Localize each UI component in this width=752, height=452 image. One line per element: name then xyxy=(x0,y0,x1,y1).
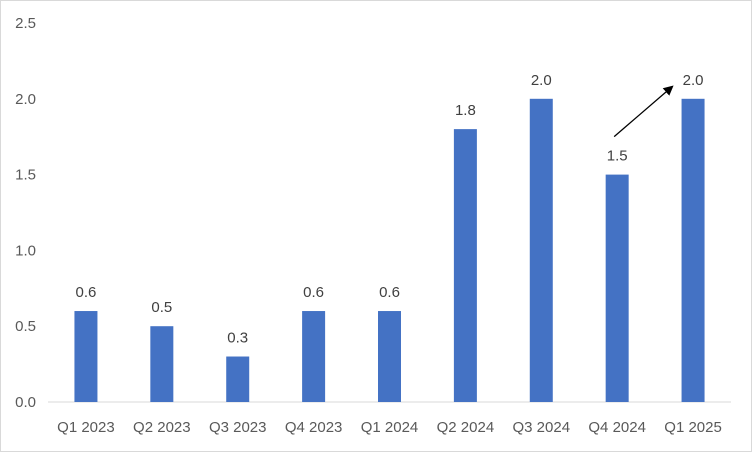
y-tick-label: 1.5 xyxy=(15,167,36,184)
x-tick-label: Q1 2025 xyxy=(664,419,722,436)
x-tick-label: Q1 2024 xyxy=(361,419,419,436)
data-label: 0.3 xyxy=(227,330,248,347)
bar xyxy=(681,98,705,403)
y-axis: 0.0 0.5 1.0 1.5 2.0 2.5 xyxy=(15,15,36,411)
data-label: 0.6 xyxy=(76,284,97,301)
bar xyxy=(302,311,326,402)
data-label: 2.0 xyxy=(531,72,552,89)
y-tick-label: 2.0 xyxy=(15,91,36,108)
y-tick-label: 2.5 xyxy=(15,15,36,32)
bar xyxy=(529,98,553,403)
bar xyxy=(150,326,174,402)
data-label: 1.5 xyxy=(607,148,628,165)
x-tick-label: Q1 2023 xyxy=(57,419,115,436)
y-tick-label: 1.0 xyxy=(15,242,36,259)
y-tick-label: 0.0 xyxy=(15,394,36,411)
x-tick-label: Q3 2024 xyxy=(513,419,571,436)
data-label: 0.6 xyxy=(379,284,400,301)
x-tick-label: Q4 2024 xyxy=(588,419,646,436)
data-label: 0.6 xyxy=(303,284,324,301)
x-tick-label: Q4 2023 xyxy=(285,419,343,436)
bars xyxy=(74,98,705,403)
bar xyxy=(378,311,401,402)
bar xyxy=(453,129,477,402)
data-label: 2.0 xyxy=(683,72,704,89)
x-axis: Q1 2023 Q2 2023 Q3 2023 Q4 2023 Q1 2024 Q2 20… xyxy=(48,401,731,436)
x-tick-label: Q2 2023 xyxy=(133,419,191,436)
bar xyxy=(74,311,98,402)
annotation-arrow xyxy=(613,85,674,138)
annotations xyxy=(613,85,674,138)
data-label: 1.8 xyxy=(455,102,476,119)
data-labels: 0.6 0.5 0.3 0.6 0.6 1.8 2.0 1.5 2.0 xyxy=(76,72,704,347)
y-tick-label: 0.5 xyxy=(15,318,36,335)
bar xyxy=(605,174,629,402)
bar xyxy=(226,356,250,402)
x-tick-label: Q3 2023 xyxy=(209,419,267,436)
data-label: 0.5 xyxy=(151,299,172,316)
x-tick-label: Q2 2024 xyxy=(437,419,495,436)
